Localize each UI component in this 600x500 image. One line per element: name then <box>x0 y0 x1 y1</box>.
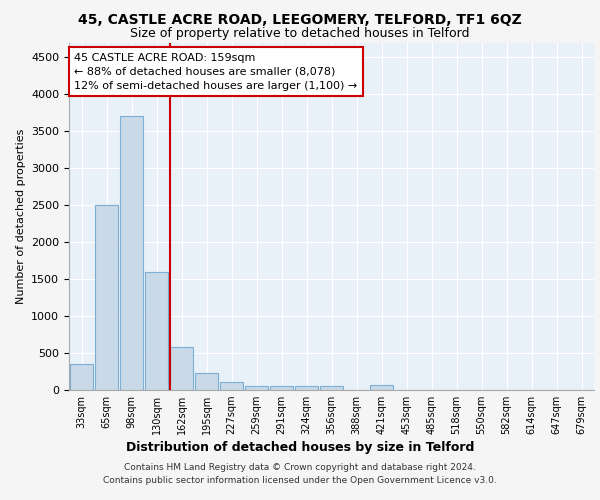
Bar <box>95 205 118 390</box>
Bar <box>170 347 193 390</box>
Bar <box>120 116 143 390</box>
Text: Size of property relative to detached houses in Telford: Size of property relative to detached ho… <box>130 28 470 40</box>
Bar <box>270 386 293 390</box>
Text: Distribution of detached houses by size in Telford: Distribution of detached houses by size … <box>126 441 474 454</box>
Bar <box>70 364 93 390</box>
Bar <box>220 382 243 390</box>
Y-axis label: Number of detached properties: Number of detached properties <box>16 128 26 304</box>
Bar <box>195 373 218 390</box>
Text: Contains HM Land Registry data © Crown copyright and database right 2024.: Contains HM Land Registry data © Crown c… <box>124 464 476 472</box>
Bar <box>245 386 268 390</box>
Text: 45 CASTLE ACRE ROAD: 159sqm
← 88% of detached houses are smaller (8,078)
12% of : 45 CASTLE ACRE ROAD: 159sqm ← 88% of det… <box>74 53 358 91</box>
Bar <box>295 386 318 390</box>
Text: 45, CASTLE ACRE ROAD, LEEGOMERY, TELFORD, TF1 6QZ: 45, CASTLE ACRE ROAD, LEEGOMERY, TELFORD… <box>78 12 522 26</box>
Bar <box>320 386 343 390</box>
Bar <box>145 272 168 390</box>
Bar <box>370 385 393 390</box>
Text: Contains public sector information licensed under the Open Government Licence v3: Contains public sector information licen… <box>103 476 497 485</box>
